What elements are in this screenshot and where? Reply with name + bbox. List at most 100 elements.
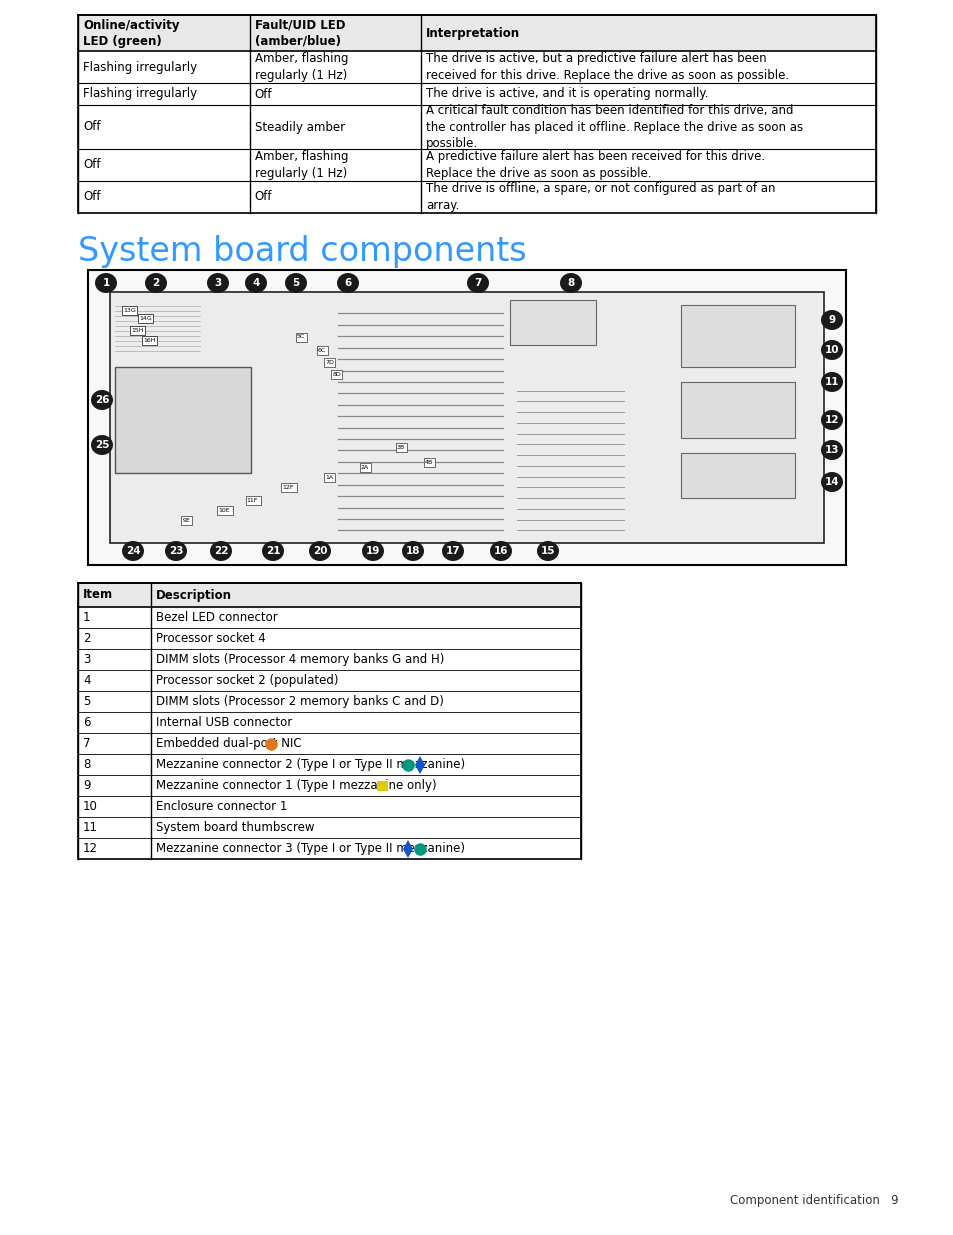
Text: 13G: 13G: [123, 308, 135, 312]
Text: Interpretation: Interpretation: [426, 26, 519, 40]
Text: 4B: 4B: [425, 461, 433, 466]
Text: 18: 18: [405, 546, 420, 556]
Text: 21: 21: [266, 546, 280, 556]
Ellipse shape: [210, 541, 232, 561]
Text: 13: 13: [824, 445, 839, 454]
Bar: [324, 357, 335, 367]
Ellipse shape: [165, 541, 187, 561]
Bar: [115, 367, 251, 473]
Bar: [78, 755, 580, 776]
Bar: [138, 314, 153, 324]
Bar: [324, 473, 335, 482]
Bar: [78, 818, 580, 839]
Bar: [78, 671, 580, 692]
Text: Amber, flashing
regularly (1 Hz): Amber, flashing regularly (1 Hz): [254, 151, 348, 180]
Ellipse shape: [490, 541, 512, 561]
Bar: [359, 463, 371, 472]
Text: 12F: 12F: [282, 485, 294, 490]
Text: 17: 17: [445, 546, 460, 556]
Ellipse shape: [821, 372, 842, 391]
Text: Online/activity
LED (green): Online/activity LED (green): [83, 19, 179, 47]
Text: Description: Description: [155, 589, 232, 601]
Text: 1A: 1A: [325, 475, 333, 480]
Ellipse shape: [91, 390, 112, 410]
Bar: [680, 383, 795, 437]
Bar: [78, 606, 580, 629]
Bar: [78, 15, 875, 51]
Text: Mezzanine connector 2 (Type I or Type II mezzanine): Mezzanine connector 2 (Type I or Type II…: [155, 758, 468, 771]
Ellipse shape: [467, 273, 489, 293]
Text: Enclosure connector 1: Enclosure connector 1: [155, 800, 287, 813]
Text: 7D: 7D: [325, 359, 334, 364]
Bar: [295, 332, 306, 342]
Ellipse shape: [207, 273, 229, 293]
Text: 3B: 3B: [396, 445, 404, 450]
Text: Component identification   9: Component identification 9: [730, 1194, 898, 1207]
Text: The drive is active, but a predictive failure alert has been
received for this d: The drive is active, but a predictive fa…: [426, 52, 788, 82]
Text: 2: 2: [152, 278, 159, 288]
Text: 16: 16: [494, 546, 508, 556]
Text: 8: 8: [83, 758, 91, 771]
Bar: [142, 336, 157, 345]
Text: 8D: 8D: [332, 372, 341, 377]
Text: Item: Item: [83, 589, 113, 601]
Ellipse shape: [245, 273, 267, 293]
Bar: [78, 797, 580, 818]
Text: 3: 3: [83, 653, 91, 666]
Bar: [680, 453, 795, 498]
Bar: [78, 583, 580, 606]
Text: Off: Off: [83, 121, 100, 133]
Text: 6C: 6C: [317, 347, 326, 352]
Text: 24: 24: [126, 546, 140, 556]
Text: 10E: 10E: [218, 508, 230, 513]
Text: 7: 7: [474, 278, 481, 288]
Bar: [78, 583, 580, 860]
Text: 2: 2: [83, 632, 91, 645]
Text: 25: 25: [94, 440, 110, 450]
Bar: [376, 781, 388, 790]
Text: 5: 5: [83, 695, 91, 708]
Bar: [78, 105, 875, 149]
Text: 22: 22: [213, 546, 228, 556]
Ellipse shape: [91, 435, 112, 454]
Bar: [78, 51, 875, 83]
Bar: [281, 483, 296, 493]
Text: Flashing irregularly: Flashing irregularly: [83, 88, 197, 100]
Ellipse shape: [361, 541, 384, 561]
Bar: [88, 270, 845, 564]
Ellipse shape: [285, 273, 307, 293]
Text: 16H: 16H: [143, 337, 155, 342]
Text: Fault/UID LED
(amber/blue): Fault/UID LED (amber/blue): [254, 19, 345, 47]
Text: System board thumbscrew: System board thumbscrew: [155, 821, 314, 834]
Bar: [78, 83, 875, 105]
Text: The drive is active, and it is operating normally.: The drive is active, and it is operating…: [426, 88, 708, 100]
Bar: [424, 458, 435, 467]
Bar: [78, 734, 580, 755]
Text: 11: 11: [824, 377, 839, 387]
Text: Off: Off: [254, 190, 272, 204]
Bar: [78, 149, 875, 182]
Bar: [78, 776, 580, 797]
Bar: [181, 516, 193, 525]
Text: 12: 12: [824, 415, 839, 425]
Text: 2A: 2A: [360, 466, 369, 471]
Ellipse shape: [537, 541, 558, 561]
Text: 20: 20: [313, 546, 327, 556]
Text: 12: 12: [83, 842, 98, 855]
Text: 11F: 11F: [247, 498, 257, 503]
Ellipse shape: [401, 541, 423, 561]
Bar: [78, 713, 580, 734]
Ellipse shape: [336, 273, 358, 293]
Bar: [395, 443, 406, 452]
Bar: [78, 839, 580, 860]
Bar: [110, 291, 823, 543]
Text: 3: 3: [214, 278, 221, 288]
Ellipse shape: [821, 472, 842, 492]
Text: 1: 1: [102, 278, 110, 288]
Bar: [217, 506, 233, 515]
Bar: [316, 346, 328, 354]
Text: 14: 14: [823, 477, 839, 487]
Text: 6: 6: [83, 716, 91, 729]
Ellipse shape: [122, 541, 144, 561]
Text: 23: 23: [169, 546, 183, 556]
